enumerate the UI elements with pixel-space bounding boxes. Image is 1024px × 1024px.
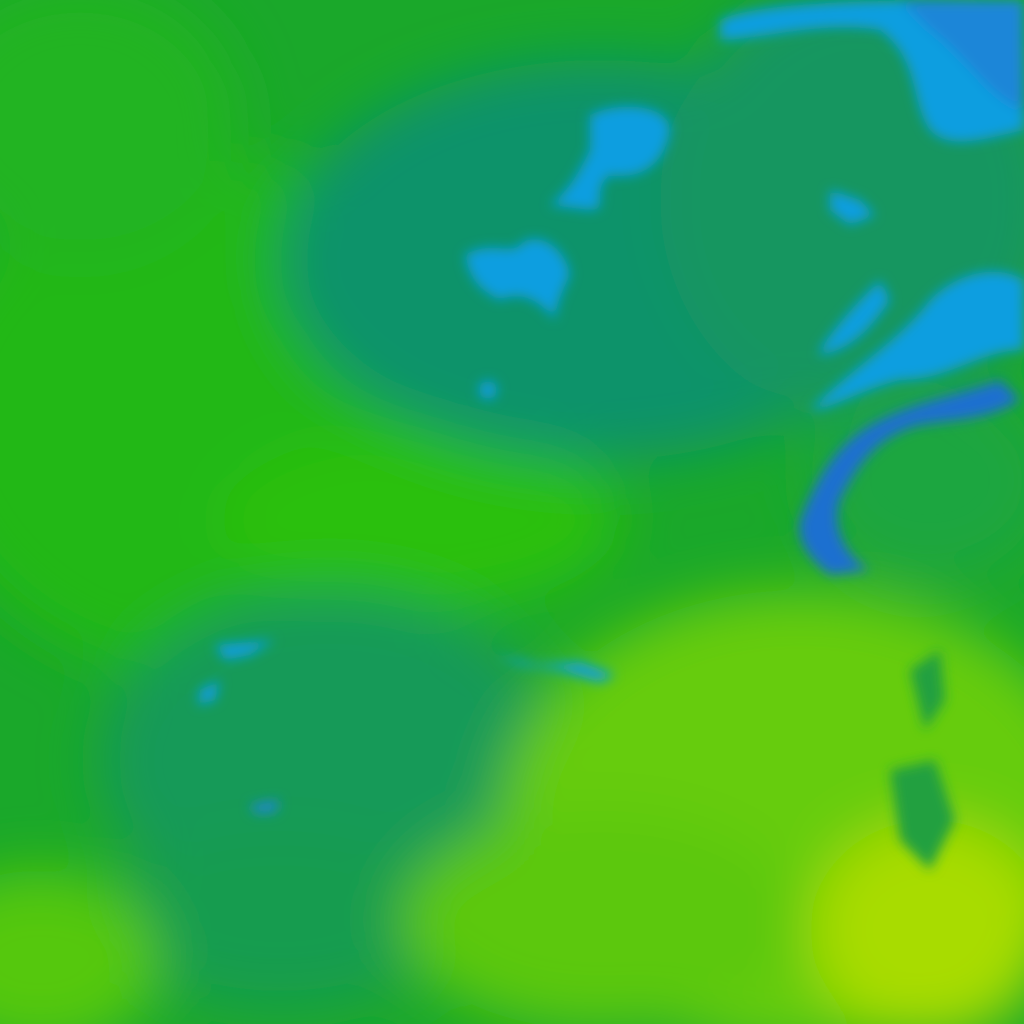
hot-southeast-field	[810, 820, 1024, 1024]
green-northwest-field	[0, 0, 240, 260]
cold-iberia-south	[250, 800, 280, 813]
cold-patches	[198, 0, 1024, 870]
cold-mountains-east	[810, 271, 1024, 410]
cold-iberia-ridge	[495, 655, 615, 682]
cold-lake-1	[550, 106, 670, 210]
warm-southwest-field	[0, 870, 160, 1024]
cold-iberia-west	[198, 640, 275, 705]
cold-lake-3	[479, 381, 497, 399]
cold-alps-ridge	[799, 380, 1020, 575]
warm-south-field	[400, 810, 800, 1024]
cold-northeast-deep	[900, 0, 1024, 110]
teal-islands-southeast	[890, 650, 955, 870]
cold-lake-2	[465, 239, 570, 320]
teal-south-field	[110, 830, 450, 1010]
cold-islands-east	[820, 190, 890, 355]
green-center-field	[220, 430, 620, 610]
